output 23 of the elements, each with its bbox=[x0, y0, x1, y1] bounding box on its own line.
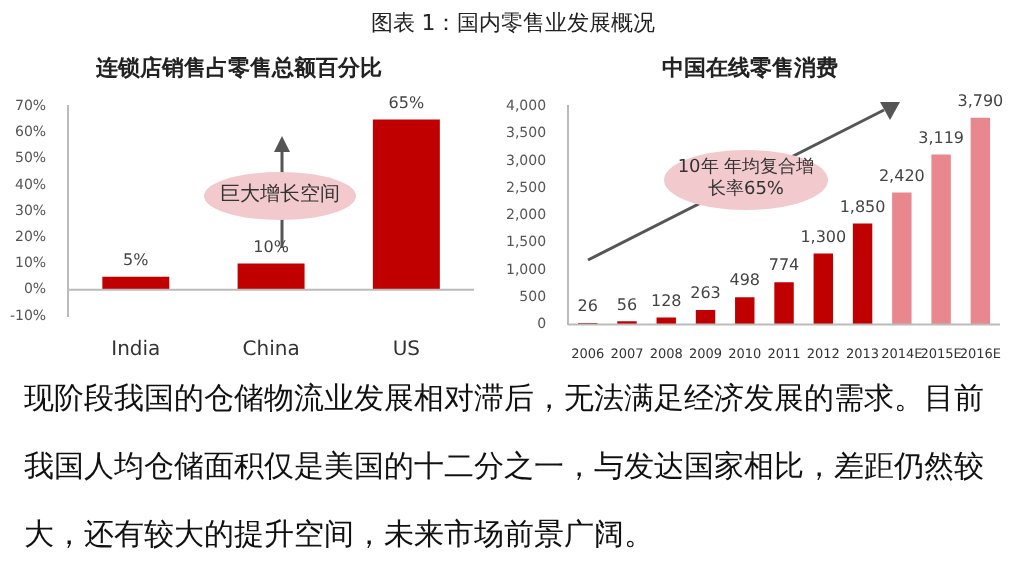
data-label: 5% bbox=[123, 250, 150, 269]
data-label: 26 bbox=[577, 297, 598, 316]
data-label: 1,850 bbox=[839, 197, 886, 216]
data-label: 3,119 bbox=[918, 128, 965, 147]
data-label: 10% bbox=[253, 237, 290, 256]
x-tick-label: China bbox=[242, 339, 300, 362]
data-label: 263 bbox=[690, 284, 721, 303]
chart-title: 中国在线零售消费 bbox=[662, 54, 838, 81]
data-label: 128 bbox=[650, 291, 682, 310]
text: 现阶段我国的仓储物流业发展相对滞后，无法满足经济发展的需求。目前我国人均仓储面积仅是美国的十二分之一，与发达国家相比，差距仍然较大，还有较大的提升空间，未来市场前景广阔。 bbox=[24, 378, 986, 556]
data-label: 3,790 bbox=[957, 92, 1004, 110]
data-label: 498 bbox=[729, 271, 761, 290]
data-label: 2,420 bbox=[878, 166, 925, 185]
data-label: 774 bbox=[768, 256, 800, 275]
x-tick-label: India bbox=[111, 339, 161, 362]
annotation: 10年 年均复合增长率65% bbox=[664, 150, 828, 210]
annotation: 巨大增长空间 bbox=[204, 172, 356, 220]
data-label: 65% bbox=[388, 93, 425, 112]
data-label: 56 bbox=[616, 295, 638, 314]
chart-title: 连锁店销售占零售总额百分比 bbox=[94, 54, 382, 81]
data-label: 1,300 bbox=[800, 227, 847, 246]
text: 图表 1：国内零售业发展概况 bbox=[368, 8, 658, 38]
x-tick-label: US bbox=[392, 339, 421, 362]
